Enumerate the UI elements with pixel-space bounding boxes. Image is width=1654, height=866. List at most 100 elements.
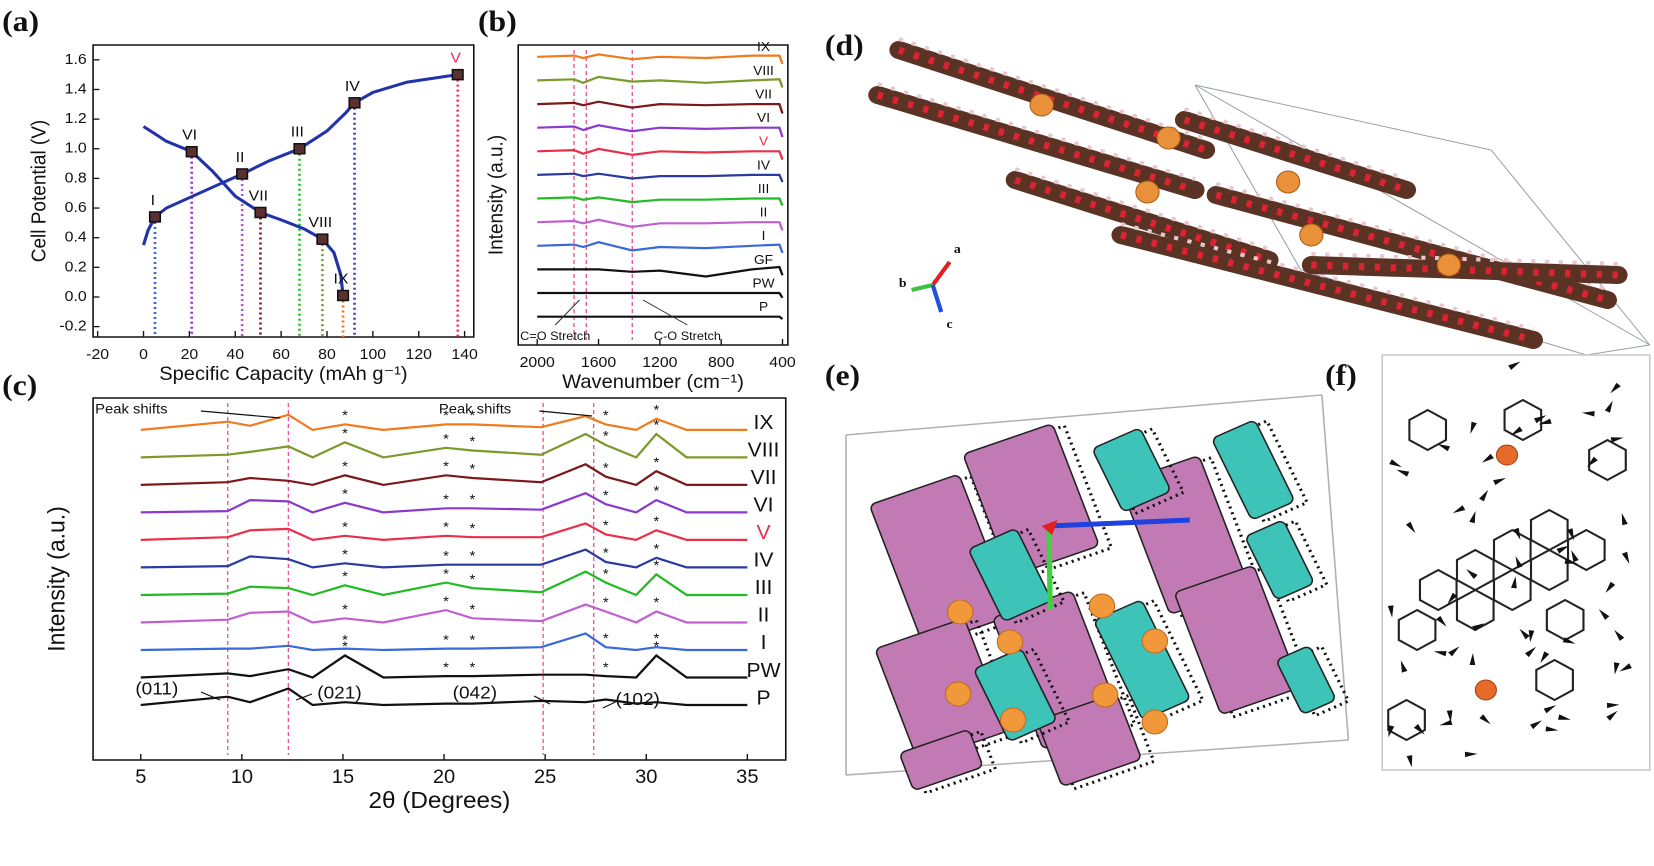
x-tick-label: 1600 xyxy=(581,354,616,371)
atom-wedge xyxy=(1538,418,1552,425)
molecule-slab xyxy=(1277,646,1335,714)
x-tick-label: 1200 xyxy=(642,354,677,371)
metal-ion xyxy=(1088,593,1116,619)
peak-star: * xyxy=(342,487,348,503)
spectrum xyxy=(140,491,748,514)
peak-star: * xyxy=(603,461,609,477)
atom-wedge xyxy=(1437,444,1450,452)
atom-wedge xyxy=(1610,437,1624,443)
axis-arrow xyxy=(1046,525,1053,611)
spectrum xyxy=(537,75,784,88)
peak-star: * xyxy=(653,640,659,656)
point-marker xyxy=(236,168,249,180)
axis-arrow-head xyxy=(1041,520,1058,535)
point-label: III xyxy=(291,124,304,141)
ring xyxy=(1492,568,1532,612)
point-marker xyxy=(451,68,464,81)
panel-label: (a) xyxy=(2,4,39,38)
series-label: I xyxy=(762,229,766,244)
molecule-slab xyxy=(1212,420,1294,520)
series-label: VII xyxy=(755,87,772,102)
annotation-arrow xyxy=(200,410,281,419)
atom-wedge xyxy=(1472,623,1485,632)
axis-arrow xyxy=(1048,517,1190,529)
spectrum xyxy=(537,172,784,183)
peak-star: * xyxy=(603,546,609,562)
atom-wedge xyxy=(1567,528,1574,541)
unit-cell-edge xyxy=(1586,344,1650,356)
series-label: II xyxy=(760,205,768,220)
atom-wedge xyxy=(1528,630,1535,643)
atom-wedge xyxy=(1511,576,1517,589)
ring xyxy=(1503,398,1543,442)
annotation: (042) xyxy=(453,682,497,702)
atom-wedge xyxy=(1606,710,1618,721)
molecular-sheet xyxy=(868,86,1205,199)
x-tick-label: 10 xyxy=(231,767,253,788)
x-tick-label: -20 xyxy=(86,346,109,363)
annotation-arrow xyxy=(554,299,580,326)
y-tick-label: 0.6 xyxy=(65,199,87,216)
annotation: (021) xyxy=(317,682,361,702)
x-tick-label: 800 xyxy=(708,354,734,371)
x-tick-label: 15 xyxy=(332,767,354,788)
metal-ion xyxy=(1156,126,1181,150)
oxygen-atoms xyxy=(1215,191,1609,304)
atom-wedge xyxy=(1406,755,1413,768)
x-tick-label: 140 xyxy=(451,346,477,363)
atom-wedge xyxy=(1446,710,1453,723)
atom-wedge xyxy=(1610,382,1621,394)
oxygen-atoms xyxy=(1014,176,1271,264)
metal-ion xyxy=(1135,180,1160,204)
atom-wedge xyxy=(1439,719,1453,726)
x-axis-label: Wavenumber (cm⁻¹) xyxy=(562,372,744,393)
spectrum xyxy=(537,53,784,65)
point-marker xyxy=(254,206,267,219)
metal-ion xyxy=(999,707,1027,733)
spectrum xyxy=(537,315,784,320)
point-label: VII xyxy=(249,188,268,205)
spectrum xyxy=(537,218,784,231)
peak-star: * xyxy=(653,418,659,434)
metal-ion xyxy=(1436,253,1461,277)
peak-star: * xyxy=(603,488,609,504)
hydrogen-atoms xyxy=(1120,222,1534,331)
point-marker xyxy=(316,233,329,245)
y-tick-label: 0.0 xyxy=(65,288,87,305)
spectrum xyxy=(537,196,784,207)
x-tick-label: 80 xyxy=(318,346,336,363)
atom-wedge xyxy=(1614,629,1625,641)
x-tick-label: 60 xyxy=(272,346,290,363)
point-label: II xyxy=(236,149,245,166)
y-tick-label: 1.0 xyxy=(65,140,87,157)
atom-wedge xyxy=(1481,453,1494,463)
peak-star: * xyxy=(443,567,449,583)
peak-star: * xyxy=(653,403,659,419)
y-tick-label: 0.4 xyxy=(65,229,87,246)
peak-star: * xyxy=(653,595,659,611)
peak-star: * xyxy=(443,459,449,475)
peak-star: * xyxy=(469,492,475,508)
atom-wedge xyxy=(1564,558,1578,564)
atom-wedge xyxy=(1387,605,1394,618)
spectrum xyxy=(140,570,748,597)
ring xyxy=(1545,598,1585,642)
spectrum xyxy=(140,687,748,707)
peak-star: * xyxy=(342,633,348,649)
point-label: VI xyxy=(182,127,197,144)
unit-cell-edge xyxy=(1194,84,1492,151)
molecule-slab xyxy=(969,529,1051,621)
oxygen-atoms xyxy=(1311,261,1619,279)
molecule-slab xyxy=(974,649,1056,741)
cell-edge xyxy=(845,394,1323,436)
atom-wedge xyxy=(1586,456,1598,467)
molecule-slab xyxy=(900,730,983,790)
atom-wedge xyxy=(1598,609,1610,620)
ring xyxy=(1387,698,1426,742)
atom-wedge xyxy=(1436,615,1447,627)
series-label: PW xyxy=(752,276,775,291)
atom-wedge xyxy=(1413,724,1425,735)
annotation-arrow xyxy=(533,695,551,705)
atom-wedge xyxy=(1571,550,1579,563)
